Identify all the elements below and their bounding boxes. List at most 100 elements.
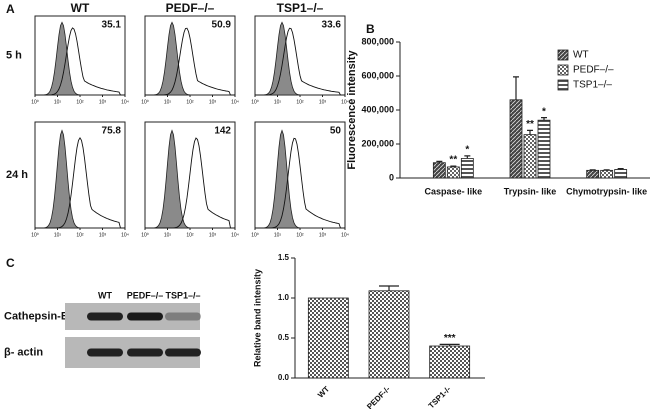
bar xyxy=(537,119,551,179)
sample-histogram xyxy=(145,137,235,229)
x-tick-label: 10⁰ xyxy=(31,232,39,238)
isotype-histogram xyxy=(145,129,235,229)
x-tick-label: 10³ xyxy=(209,99,217,105)
error-bar xyxy=(617,168,624,170)
x-tick-label: 10¹ xyxy=(274,232,282,238)
bar xyxy=(307,297,349,379)
panel-label: C xyxy=(6,256,15,270)
x-tick-label: 10¹ xyxy=(274,99,282,105)
mfi-value: 142 xyxy=(214,126,231,137)
x-tick-label: WT xyxy=(316,384,331,399)
x-tick-label: 10⁰ xyxy=(31,99,39,105)
x-tick-label: 10² xyxy=(296,99,304,105)
column-heading: TSP1–/– xyxy=(277,1,324,15)
significance: * xyxy=(465,145,469,156)
error-bar xyxy=(513,76,519,100)
panel-label: A xyxy=(6,2,15,16)
bar xyxy=(586,169,600,179)
y-tick-label: 600,000 xyxy=(361,70,394,80)
x-tick-label: 10¹ xyxy=(164,232,172,238)
y-tick-label: 400,000 xyxy=(361,104,394,114)
blot-band xyxy=(165,348,201,357)
x-tick-label: 10² xyxy=(76,99,84,105)
x-tick-label: 10³ xyxy=(319,232,327,238)
y-axis-label: Relative band intensity xyxy=(252,269,262,367)
bar xyxy=(523,134,537,179)
isotype-histogram xyxy=(255,129,345,229)
blot-band xyxy=(165,312,201,321)
bar xyxy=(614,169,628,179)
x-tick-label: Caspase- like xyxy=(425,186,483,196)
blot-band xyxy=(87,348,123,357)
legend-label: TSP1–/– xyxy=(573,80,612,91)
x-tick-label: 10¹ xyxy=(54,99,62,105)
bar xyxy=(368,290,410,379)
mfi-value: 50 xyxy=(330,126,342,137)
x-tick-label: 10⁴ xyxy=(231,232,239,238)
sample-histogram xyxy=(35,137,125,229)
y-axis-label: Fluorescence intensity xyxy=(346,50,358,170)
x-tick-label: PEDF-/- xyxy=(365,384,392,409)
x-tick-label: Trypsin- like xyxy=(504,186,557,196)
bar xyxy=(600,169,614,179)
x-tick-label: 10⁰ xyxy=(251,99,259,105)
error-bar xyxy=(439,343,460,346)
y-tick-label: 1.5 xyxy=(278,253,290,262)
x-tick-label: 10¹ xyxy=(54,232,62,238)
x-tick-label: 10² xyxy=(186,99,194,105)
x-tick-label: 10² xyxy=(296,232,304,238)
lane-label: WT xyxy=(98,290,112,300)
x-tick-label: 10³ xyxy=(209,232,217,238)
error-bar xyxy=(527,129,533,135)
x-tick-label: 10⁴ xyxy=(341,232,349,238)
y-tick-label: 0 xyxy=(389,172,394,182)
y-tick-label: 0.5 xyxy=(278,333,290,342)
significance: *** xyxy=(444,333,456,344)
sample-histogram xyxy=(255,27,345,96)
error-bar xyxy=(450,165,457,167)
legend-label: PEDF–/– xyxy=(573,65,614,76)
y-tick-label: 0.0 xyxy=(278,373,290,382)
bar xyxy=(432,162,446,179)
bar xyxy=(509,99,523,179)
error-bar xyxy=(589,169,596,171)
legend-swatch xyxy=(557,79,569,91)
x-tick-label: Chymotrypsin- like xyxy=(566,186,647,196)
isotype-histogram xyxy=(35,129,125,229)
x-tick-label: 10⁴ xyxy=(121,232,129,238)
bar xyxy=(429,345,471,379)
significance: ** xyxy=(526,119,534,130)
error-bar xyxy=(379,285,399,291)
blot-band xyxy=(127,312,163,321)
protein-label: Cathepsin-B xyxy=(4,310,69,322)
x-tick-label: 10⁴ xyxy=(121,99,129,105)
row-label: 5 h xyxy=(6,49,22,61)
significance: ** xyxy=(449,155,457,166)
lane-label: PEDF–/– xyxy=(127,290,164,300)
sample-histogram xyxy=(35,27,125,96)
column-heading: WT xyxy=(71,1,90,15)
error-bar xyxy=(541,117,547,121)
y-tick-label: 200,000 xyxy=(361,138,394,148)
sample-histogram xyxy=(145,27,235,96)
x-tick-label: 10⁴ xyxy=(341,99,349,105)
mfi-value: 50.9 xyxy=(212,20,232,31)
x-tick-label: 10³ xyxy=(99,99,107,105)
blot-band xyxy=(127,348,163,357)
legend-swatch xyxy=(557,49,569,61)
error-bar xyxy=(603,169,610,171)
isotype-histogram xyxy=(145,21,235,96)
significance: * xyxy=(542,106,546,117)
legend-label: WT xyxy=(573,50,589,61)
protein-label: β- actin xyxy=(4,346,43,358)
x-tick-label: 10⁴ xyxy=(231,99,239,105)
y-tick-label: 800,000 xyxy=(361,36,394,46)
error-bar xyxy=(464,155,471,159)
x-tick-label: TSP1-/- xyxy=(427,384,453,409)
x-tick-label: 10³ xyxy=(99,232,107,238)
mfi-value: 33.6 xyxy=(322,20,342,31)
x-tick-label: 10¹ xyxy=(164,99,172,105)
mfi-value: 75.8 xyxy=(102,126,122,137)
x-tick-label: 10² xyxy=(186,232,194,238)
